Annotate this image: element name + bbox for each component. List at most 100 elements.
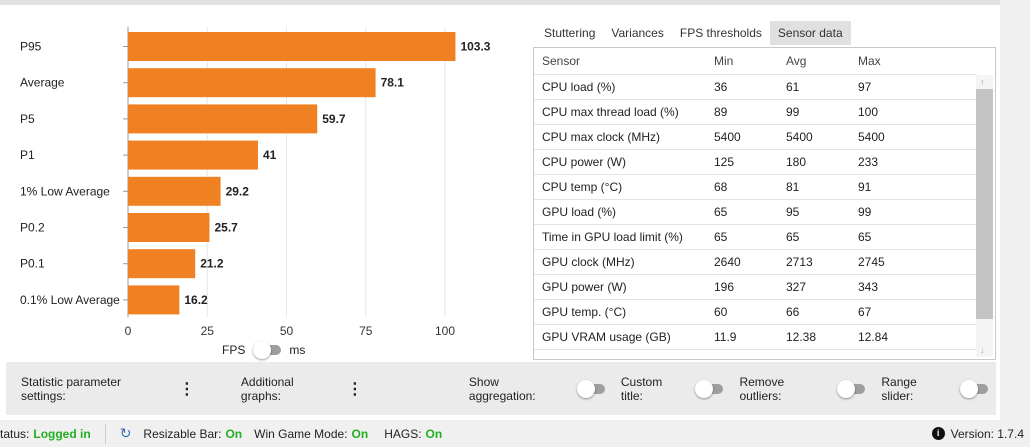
cell-min: 68 — [714, 180, 728, 194]
tab-stuttering[interactable]: Stuttering — [544, 26, 596, 40]
fps-label: FPS — [222, 343, 246, 357]
bar[interactable] — [128, 213, 210, 242]
sensor-table: Sensor Min Avg Max CPU load (%) 36 61 97 CPU… — [533, 47, 996, 360]
additional-graphs-menu-icon[interactable]: ⋮ — [346, 380, 363, 398]
table-row[interactable]: GPU power (W) 196 327 343 — [534, 275, 977, 300]
table-header: Sensor Min Avg Max — [534, 48, 977, 75]
category-label: P95 — [20, 40, 42, 54]
bar-value-label: 25.7 — [214, 221, 238, 235]
hags-value: On — [425, 426, 443, 441]
ms-label: ms — [289, 343, 306, 357]
table-row[interactable]: GPU VRAM usage (GB) 11.9 12.38 12.84 — [534, 325, 977, 350]
version-label: Version: 1.7.4 — [950, 426, 1024, 441]
range-slider-label: Range slider: — [881, 374, 917, 403]
cell-min: 65 — [714, 230, 728, 244]
bar[interactable] — [128, 285, 180, 315]
cell-min: 11.9 — [714, 330, 737, 344]
tab-fps-thresholds[interactable]: FPS thresholds — [679, 26, 762, 40]
header-max[interactable]: Max — [858, 54, 881, 68]
header-avg[interactable]: Avg — [786, 54, 807, 68]
refresh-icon[interactable]: ↻ — [119, 425, 132, 441]
bar[interactable] — [128, 68, 376, 98]
cell-avg: 99 — [786, 105, 800, 119]
table-row[interactable]: GPU clock (MHz) 2640 2713 2745 — [534, 250, 977, 275]
cell-sensor: Time in GPU load limit (%) — [542, 230, 683, 244]
x-tick-label: 50 — [280, 324, 294, 338]
win-game-mode-value: On — [351, 426, 369, 441]
cell-max: 5400 — [858, 130, 885, 144]
cell-sensor: CPU max thread load (%) — [542, 105, 679, 119]
cell-max: 233 — [858, 155, 879, 169]
cell-max: 2745 — [858, 255, 885, 269]
table-row[interactable]: CPU temp (°C) 68 81 91 — [534, 175, 977, 200]
header-sensor[interactable]: Sensor — [542, 54, 581, 68]
category-label: P0.1 — [20, 257, 45, 271]
category-label: P0.2 — [20, 221, 45, 235]
bar[interactable] — [128, 104, 318, 134]
fps-ms-toggle[interactable] — [253, 341, 282, 359]
custom-title-toggle[interactable] — [695, 379, 724, 398]
range-slider-toggle[interactable] — [960, 379, 989, 398]
cell-sensor: GPU VRAM usage (GB) — [542, 330, 671, 344]
scroll-up-icon[interactable]: ↑ — [980, 77, 985, 87]
category-label: Average — [20, 76, 65, 90]
category-label: P1 — [20, 148, 35, 162]
info-icon[interactable]: i — [931, 427, 945, 440]
show-aggregation-label: Show aggregation: — [468, 374, 536, 403]
resizable-bar-label: Resizable Bar: — [143, 426, 222, 441]
table-scrollbar[interactable]: ↑ ↓ — [976, 75, 993, 357]
scrollbar-thumb[interactable] — [976, 89, 993, 319]
cell-max: 99 — [858, 205, 872, 219]
cell-max: 100 — [858, 105, 879, 119]
cell-avg: 61 — [786, 80, 800, 94]
cell-max: 97 — [858, 80, 872, 94]
cell-max: 65 — [858, 230, 872, 244]
stat-params-menu-icon[interactable]: ⋮ — [178, 380, 195, 398]
table-row[interactable]: CPU max thread load (%) 89 99 100 — [534, 100, 977, 125]
table-row[interactable]: Time in GPU load limit (%) 65 65 65 — [534, 225, 977, 250]
cell-min: 65 — [714, 205, 728, 219]
table-row[interactable]: CPU load (%) 36 61 97 — [534, 75, 977, 100]
bar[interactable] — [128, 32, 456, 61]
cell-avg: 66 — [786, 305, 800, 319]
table-row[interactable]: CPU max clock (MHz) 5400 5400 5400 — [534, 125, 977, 150]
cell-avg: 81 — [786, 180, 800, 194]
tab-variances[interactable]: Variances — [611, 26, 664, 40]
status-divider — [104, 423, 106, 444]
bar[interactable] — [128, 140, 258, 170]
cell-sensor: GPU load (%) — [542, 205, 617, 219]
cell-min: 5400 — [714, 130, 741, 144]
cell-avg: 12.38 — [786, 330, 817, 344]
cell-min: 60 — [714, 305, 728, 319]
bar[interactable] — [128, 249, 196, 279]
stat-params-label: Statistic parameter settings: — [21, 374, 122, 403]
remove-outliers-toggle[interactable] — [837, 379, 866, 398]
status-bar: tatus: Logged in ↻ Resizable Bar: On Win… — [0, 420, 1030, 447]
header-min[interactable]: Min — [714, 54, 734, 68]
bar-value-label: 21.2 — [200, 257, 224, 271]
table-row[interactable]: GPU temp. (°C) 60 66 67 — [534, 300, 977, 325]
cell-avg: 327 — [786, 280, 807, 294]
table-row[interactable]: GPU load (%) 65 95 99 — [534, 200, 977, 225]
analysis-tabs: Stuttering Variances FPS thresholds Sens… — [536, 21, 851, 45]
chart-options-bar: Statistic parameter settings: ⋮ Addition… — [6, 362, 996, 415]
scroll-down-icon[interactable]: ↓ — [980, 345, 985, 355]
hags-label: HAGS: — [384, 426, 422, 441]
login-status-label: tatus: — [0, 426, 30, 441]
cell-min: 89 — [714, 105, 728, 119]
cell-avg: 5400 — [786, 130, 813, 144]
x-tick-label: 100 — [435, 324, 455, 338]
bar-value-label: 16.2 — [184, 293, 208, 307]
cell-max: 343 — [858, 280, 879, 294]
cell-max: 12.84 — [858, 330, 889, 344]
tab-sensor-data[interactable]: Sensor data — [769, 21, 851, 45]
category-label: P5 — [20, 112, 35, 126]
cell-avg: 2713 — [786, 255, 813, 269]
bar-value-label: 59.7 — [322, 112, 346, 126]
cell-min: 36 — [714, 80, 728, 94]
show-aggregation-toggle[interactable] — [576, 379, 605, 398]
bar[interactable] — [128, 176, 221, 206]
table-row[interactable]: CPU power (W) 125 180 233 — [534, 150, 977, 175]
x-tick-label: 0 — [125, 324, 132, 338]
fps-bar-chart: 0 25 50 75 100 P95 103.3 Average 78.1 P5 59.7 P1 41 1… — [20, 27, 491, 338]
